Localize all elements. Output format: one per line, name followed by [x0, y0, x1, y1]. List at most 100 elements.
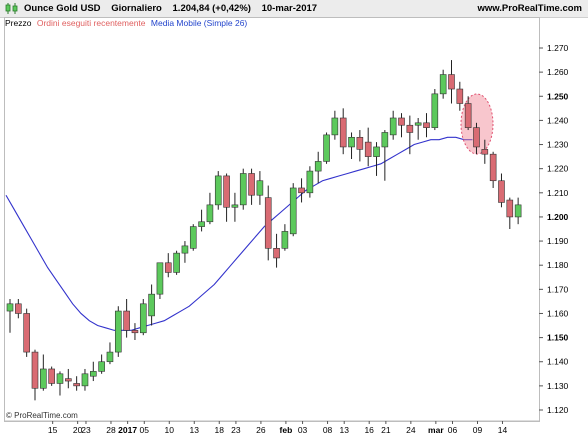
- candle-body: [48, 368, 55, 384]
- x-tick-label: 18: [215, 425, 225, 435]
- candle-body: [206, 204, 214, 223]
- candle-body: [356, 136, 364, 150]
- candle-body: [506, 199, 514, 218]
- candle-body: [106, 351, 114, 363]
- candle-body: [264, 197, 272, 249]
- candle-body: [148, 293, 155, 317]
- y-tick-label: 1.150: [547, 333, 569, 343]
- x-tick-label: 26: [256, 425, 266, 435]
- candle-body: [114, 310, 122, 353]
- x-tick-label: 08: [323, 425, 333, 435]
- candle-body: [73, 383, 80, 387]
- candle-body: [398, 117, 405, 126]
- candle-body: [214, 175, 222, 206]
- y-tick-label: 1.130: [547, 381, 569, 391]
- last-quote: 1.204,84 (+0,42%): [172, 3, 251, 14]
- candle-body: [514, 204, 522, 218]
- candle-body: [373, 146, 380, 157]
- site-link[interactable]: www.ProRealTime.com: [477, 3, 582, 14]
- candle-body: [473, 127, 480, 148]
- candle-body: [431, 93, 439, 128]
- candle-body: [273, 248, 280, 259]
- x-tick-label: 23: [81, 425, 91, 435]
- candle-body: [81, 373, 89, 387]
- y-tick-label: 1.260: [547, 67, 569, 77]
- x-tick-label: 21: [381, 425, 391, 435]
- y-tick-label: 1.140: [547, 357, 569, 367]
- candle-body: [231, 204, 239, 208]
- y-tick-label: 1.270: [547, 43, 569, 53]
- candle-body: [456, 88, 464, 104]
- candle-body: [56, 373, 64, 384]
- candle-body: [489, 153, 497, 182]
- candle-body: [173, 252, 180, 273]
- candle-body: [289, 187, 297, 235]
- y-tick-label: 1.250: [547, 91, 569, 101]
- candle-body: [448, 74, 455, 90]
- x-tick-label: feb: [280, 425, 293, 435]
- x-tick-label: mar: [428, 425, 444, 435]
- legend-price[interactable]: Prezzo: [5, 18, 32, 28]
- candle-body: [439, 74, 447, 95]
- x-tick-label: 28: [106, 425, 116, 435]
- x-tick-label: 24: [406, 425, 416, 435]
- candle-body: [15, 303, 22, 314]
- chart-title: Ounce Gold USD Giornaliero 1.204,84 (+0,…: [24, 3, 325, 14]
- candle-body: [131, 330, 139, 334]
- candle-body: [189, 226, 197, 249]
- y-tick-label: 1.210: [547, 188, 569, 198]
- candle-body: [31, 351, 39, 389]
- y-tick-label: 1.240: [547, 115, 569, 125]
- candlestick-logo-icon: [5, 3, 18, 14]
- y-tick-label: 1.200: [547, 212, 569, 222]
- y-tick-label: 1.120: [547, 405, 569, 415]
- candle-body: [256, 180, 264, 196]
- candle-body: [156, 262, 164, 295]
- x-tick-label: 15: [48, 425, 58, 435]
- candle-body: [298, 187, 305, 194]
- candle-body: [239, 173, 247, 206]
- quote-date: 10-mar-2017: [261, 3, 318, 14]
- x-tick-label: 05: [140, 425, 150, 435]
- legend-orders[interactable]: Ordini eseguiti recentemente: [36, 18, 146, 28]
- candle-body: [331, 117, 339, 136]
- candle-body: [6, 303, 14, 312]
- indicator-legend: Prezzo Ordini eseguiti recentemente Medi…: [5, 18, 250, 28]
- y-tick-label: 1.180: [547, 260, 569, 270]
- x-tick-label: 14: [498, 425, 508, 435]
- candle-body: [464, 103, 472, 128]
- copyright-footer: © ProRealTime.com: [6, 411, 78, 420]
- x-tick-label: 06: [448, 425, 458, 435]
- y-tick-label: 1.220: [547, 164, 569, 174]
- candle-body: [389, 117, 397, 136]
- candle-body: [481, 149, 489, 155]
- candle-body: [381, 132, 389, 148]
- y-tick-label: 1.170: [547, 284, 569, 294]
- candle-body: [364, 141, 372, 157]
- candle-body: [90, 371, 97, 377]
- x-tick-label: 03: [298, 425, 308, 435]
- legend-ma[interactable]: Media Mobile (Simple 26): [150, 18, 248, 28]
- x-tick-label: 09: [473, 425, 483, 435]
- candle-body: [306, 170, 314, 194]
- x-tick-label: 2017: [118, 425, 137, 435]
- candle-body: [65, 378, 72, 382]
- x-tick-label: 23: [231, 425, 241, 435]
- candle-body: [248, 173, 255, 196]
- candle-body: [423, 122, 430, 128]
- candle-body: [40, 368, 47, 389]
- candle-body: [223, 175, 230, 208]
- candle-body: [181, 245, 189, 254]
- candle-body: [98, 361, 105, 372]
- x-tick-label: 10: [165, 425, 175, 435]
- x-tick-label: 20: [73, 425, 83, 435]
- candle-body: [123, 310, 130, 331]
- candle-body: [323, 134, 330, 162]
- period-label: Giornaliero: [111, 3, 162, 14]
- candle-body: [339, 117, 347, 148]
- x-tick-label: 13: [190, 425, 200, 435]
- candle-body: [139, 303, 147, 334]
- candle-body: [406, 124, 414, 133]
- x-tick-label: 13: [339, 425, 349, 435]
